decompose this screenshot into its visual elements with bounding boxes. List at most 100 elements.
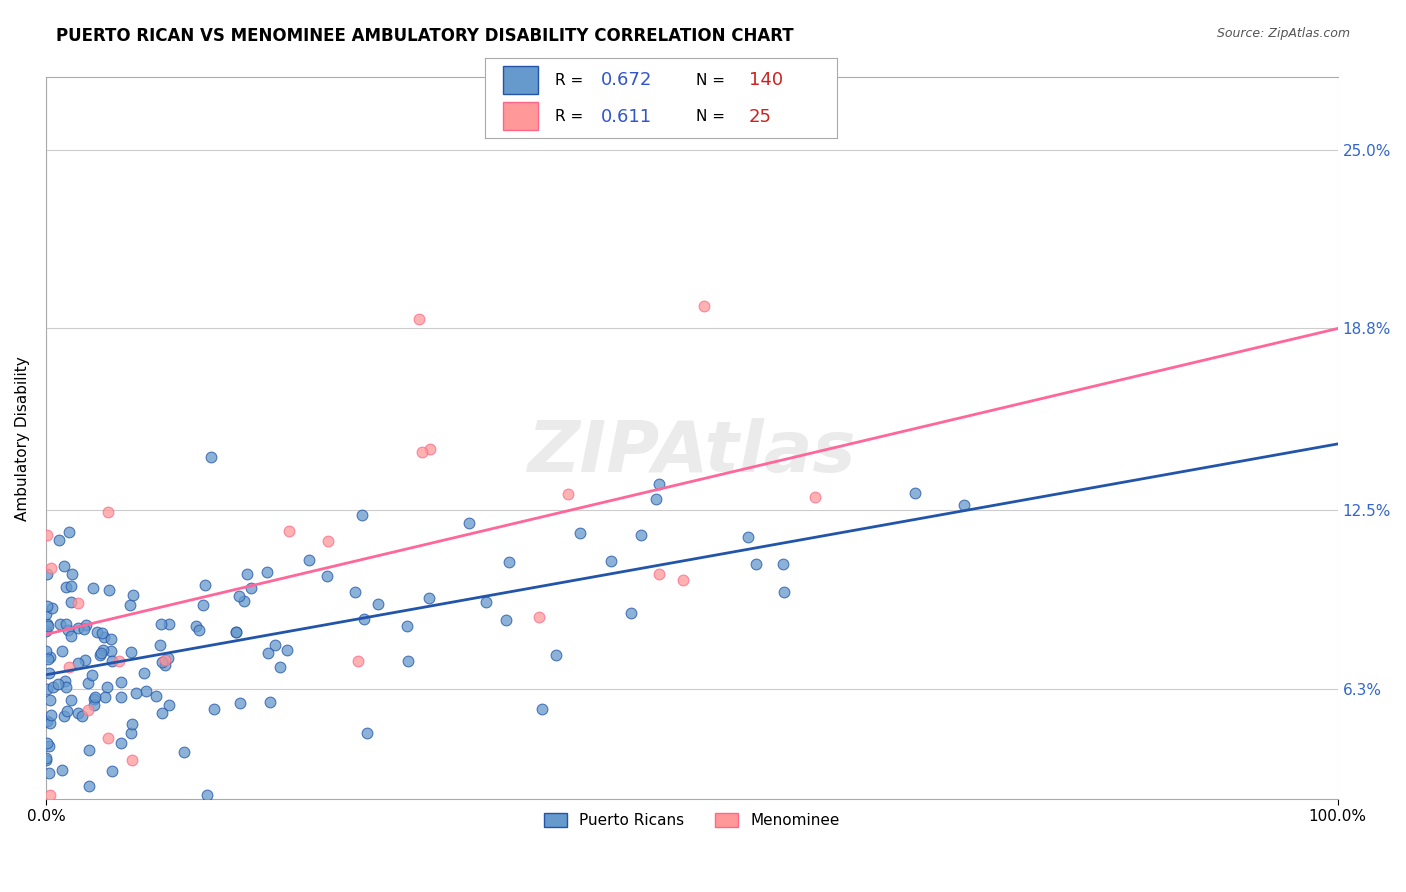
Puerto Ricans [350,508,373,522]
Puerto Ricans [173,745,195,759]
Puerto Ricans [56,623,79,637]
Puerto Ricans [35,682,58,697]
Puerto Ricans [101,654,124,668]
Menominee [107,654,129,668]
Puerto Ricans [772,585,794,599]
Puerto Ricans [82,582,104,596]
Menominee [153,653,176,667]
Puerto Ricans [38,666,60,681]
Legend: Puerto Ricans, Menominee: Puerto Ricans, Menominee [538,807,845,835]
Puerto Ricans [60,629,83,643]
Puerto Ricans [195,788,218,802]
Puerto Ricans [35,616,58,631]
Puerto Ricans [236,566,259,581]
Puerto Ricans [353,612,375,626]
Menominee [557,487,579,501]
Puerto Ricans [544,648,567,662]
Menominee [527,610,550,624]
Menominee [67,596,90,610]
Menominee [648,566,671,581]
Menominee [121,753,143,767]
Puerto Ricans [79,779,101,793]
Puerto Ricans [569,525,592,540]
Puerto Ricans [233,594,256,608]
Puerto Ricans [76,676,98,690]
Menominee [346,654,368,668]
Puerto Ricans [157,650,180,665]
Puerto Ricans [953,498,976,512]
Puerto Ricans [145,689,167,703]
Puerto Ricans [37,736,59,750]
Puerto Ricans [100,632,122,646]
Puerto Ricans [367,597,389,611]
Puerto Ricans [269,660,291,674]
Puerto Ricans [89,806,111,821]
Puerto Ricans [51,644,73,658]
Puerto Ricans [35,624,58,638]
Puerto Ricans [343,585,366,599]
Puerto Ricans [77,743,100,757]
Puerto Ricans [157,617,180,632]
Puerto Ricans [35,753,58,767]
Puerto Ricans [37,599,59,614]
Puerto Ricans [42,680,65,694]
Puerto Ricans [276,643,298,657]
Puerto Ricans [648,477,671,491]
Puerto Ricans [225,624,247,639]
Puerto Ricans [100,644,122,658]
Puerto Ricans [38,739,60,753]
Puerto Ricans [737,530,759,544]
Text: 25: 25 [748,108,772,126]
Puerto Ricans [59,578,82,592]
Puerto Ricans [38,765,60,780]
Puerto Ricans [256,566,278,580]
Menominee [316,533,339,548]
Puerto Ricans [80,668,103,682]
Puerto Ricans [37,714,59,729]
Puerto Ricans [55,680,77,694]
Menominee [408,311,430,326]
Menominee [93,806,115,821]
Puerto Ricans [58,524,80,539]
Y-axis label: Ambulatory Disability: Ambulatory Disability [15,356,30,521]
Puerto Ricans [153,658,176,673]
Puerto Ricans [157,698,180,713]
FancyBboxPatch shape [503,103,537,130]
Text: R =: R = [555,73,589,88]
Puerto Ricans [259,695,281,709]
Puerto Ricans [53,559,76,574]
Menominee [38,789,60,803]
Puerto Ricans [149,639,172,653]
Menominee [35,527,58,541]
Puerto Ricans [110,737,132,751]
Text: N =: N = [696,73,730,88]
Puerto Ricans [209,806,232,821]
Puerto Ricans [418,591,440,606]
Menominee [97,731,120,745]
Text: N =: N = [696,109,735,124]
Puerto Ricans [70,708,93,723]
Menominee [672,574,695,588]
Puerto Ricans [125,686,148,700]
FancyBboxPatch shape [503,66,537,95]
Puerto Ricans [229,696,252,710]
Puerto Ricans [772,558,794,572]
Puerto Ricans [200,450,222,465]
Puerto Ricans [110,675,132,690]
Puerto Ricans [56,704,79,718]
Puerto Ricans [90,625,112,640]
Text: 0.672: 0.672 [602,71,652,89]
Puerto Ricans [83,698,105,713]
Puerto Ricans [89,648,111,662]
Text: Source: ZipAtlas.com: Source: ZipAtlas.com [1216,27,1350,40]
Puerto Ricans [86,625,108,640]
Puerto Ricans [55,580,77,594]
Puerto Ricans [644,491,666,506]
Menominee [278,524,301,539]
Puerto Ricans [620,607,643,621]
Puerto Ricans [73,622,96,636]
Text: 140: 140 [748,71,783,89]
Puerto Ricans [904,485,927,500]
Puerto Ricans [46,677,69,691]
Puerto Ricans [498,555,520,569]
